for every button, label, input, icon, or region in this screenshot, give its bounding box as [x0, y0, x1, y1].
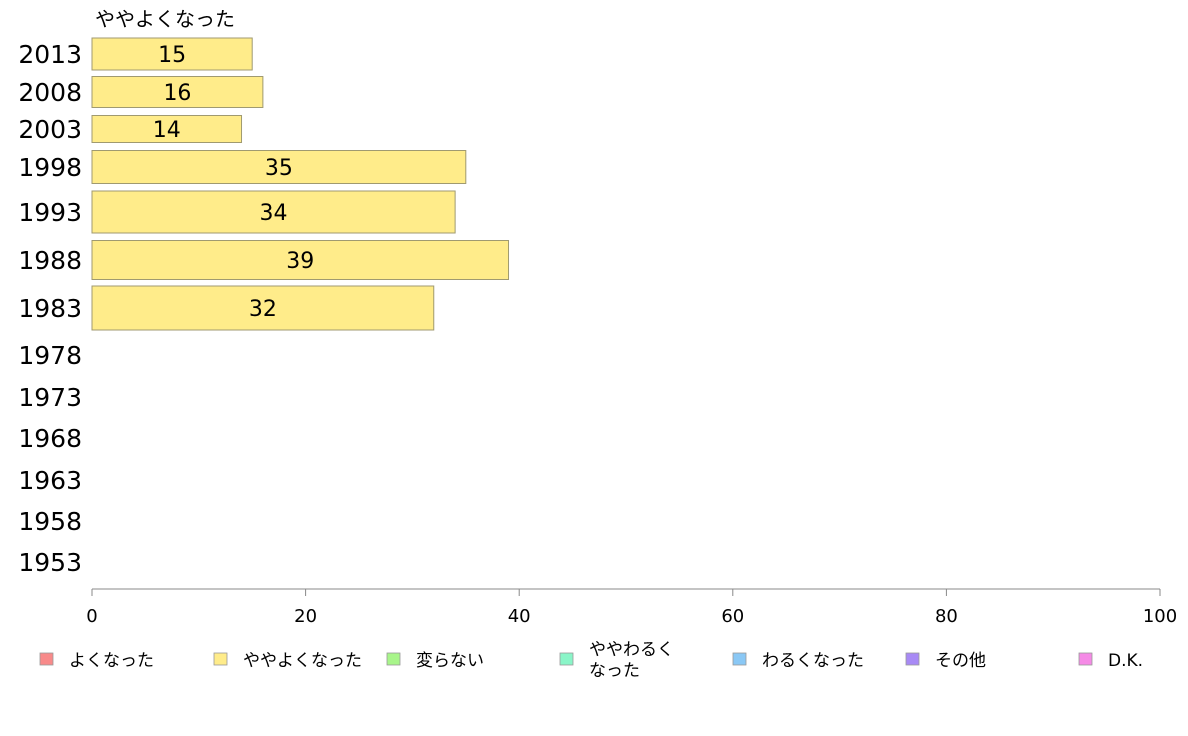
y-tick-label: 2013 [18, 40, 82, 69]
bar [91, 115, 243, 143]
legend-label: D.K. [1108, 651, 1143, 671]
bar [91, 76, 264, 108]
bar-value-label: 39 [286, 249, 314, 274]
legend-swatch [213, 652, 228, 666]
y-tick-label: 1988 [18, 246, 82, 275]
legend-item: わるくなった [732, 651, 864, 671]
y-tick-label: 1993 [18, 198, 82, 227]
y-tick-label: 1978 [18, 341, 82, 370]
bar-value-label: 35 [265, 156, 293, 181]
bar [91, 37, 253, 71]
legend-swatch [1078, 652, 1093, 666]
legend-swatch [386, 652, 401, 666]
series-title: ややよくなった [95, 7, 235, 31]
x-tick-label: 80 [935, 606, 958, 627]
bar [91, 285, 435, 331]
bar [91, 240, 510, 280]
legend-label: よくなった [69, 651, 154, 671]
x-tick-label: 40 [508, 606, 531, 627]
y-tick-label: 2003 [18, 115, 82, 144]
bar-value-label: 15 [158, 43, 186, 68]
legend-item: よくなった [39, 651, 154, 671]
y-tick-label: 1953 [18, 548, 82, 577]
legend-label: 変らない [416, 651, 484, 671]
bar [91, 190, 456, 234]
legend-swatch [732, 652, 747, 666]
legend-label: ややよくなった [243, 651, 362, 671]
legend-label: その他 [935, 651, 986, 671]
y-tick-label: 1968 [18, 424, 82, 453]
bar-value-label: 14 [153, 118, 181, 143]
legend-swatch [39, 652, 54, 666]
y-tick-label: 1963 [18, 466, 82, 495]
y-tick-label: 1958 [18, 507, 82, 536]
x-tick-label: 100 [1143, 606, 1177, 627]
y-tick-label: 1998 [18, 153, 82, 182]
y-tick-label: 1983 [18, 294, 82, 323]
legend-item: その他 [905, 651, 986, 671]
legend-item: ややよくなった [213, 651, 362, 671]
legend-item: ややわるくなった [559, 640, 674, 681]
legend-swatch [905, 652, 920, 666]
legend-label: わるくなった [762, 651, 864, 671]
x-tick-label: 0 [86, 606, 97, 627]
legend-item: 変らない [386, 651, 484, 671]
x-tick-label: 20 [294, 606, 317, 627]
y-tick-label: 2008 [18, 78, 82, 107]
legend-swatch [559, 652, 574, 666]
y-tick-label: 1973 [18, 383, 82, 412]
bar-value-label: 34 [260, 201, 288, 226]
bar-value-label: 32 [249, 297, 277, 322]
legend-label: ややわるくなった [589, 640, 674, 681]
x-tick-label: 60 [721, 606, 744, 627]
legend-item: D.K. [1078, 651, 1143, 671]
bar [91, 150, 467, 184]
bar-value-label: 16 [163, 81, 191, 106]
